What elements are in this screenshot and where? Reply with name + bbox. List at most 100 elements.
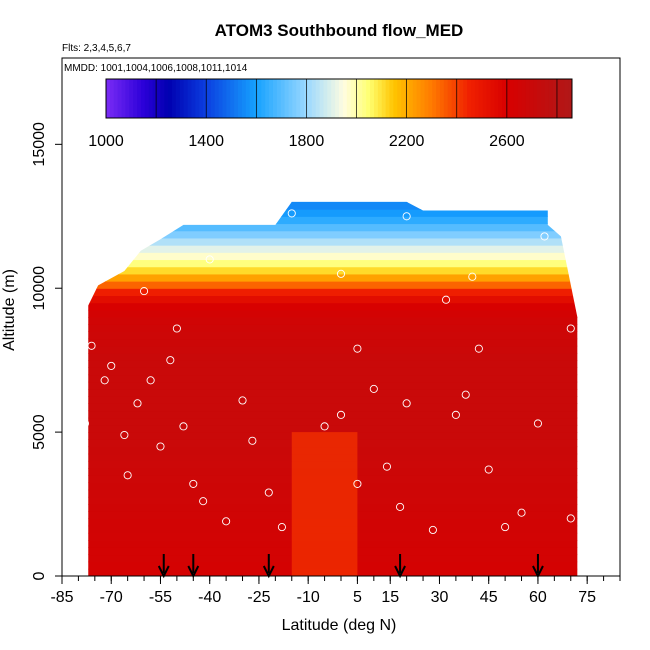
colorbar-frame	[105, 78, 573, 119]
sample-point	[87, 341, 96, 350]
colorbar-segment	[424, 79, 429, 118]
sample-point	[461, 390, 470, 399]
sample-point	[501, 523, 510, 532]
colorbar-segment	[517, 79, 523, 118]
x-axis: -85 -70 -55 -40 -25 -10 5 15 30 45 60 75	[50, 576, 621, 606]
x-tick-label: -10	[297, 589, 320, 606]
colorbar-segment	[175, 79, 181, 118]
colorbar-segment	[428, 79, 433, 118]
colorbar-segment	[568, 79, 573, 118]
colorbar-segment	[486, 79, 491, 118]
heat-band	[88, 331, 578, 340]
sample-point	[517, 508, 526, 517]
colorbar-segment	[401, 79, 406, 118]
colorbar-segment	[288, 79, 293, 118]
colorbar-segment	[319, 79, 324, 118]
colorbar-segment	[560, 79, 565, 118]
colorbar-tick-label: 1400	[188, 133, 224, 150]
heat-band	[88, 388, 578, 397]
sample-point	[100, 376, 109, 385]
colorbar-segment	[234, 79, 239, 118]
heat-band	[88, 252, 578, 261]
colorbar-segment	[385, 79, 390, 118]
heat-band	[88, 309, 578, 318]
y-tick-label: 0	[31, 571, 48, 580]
x-tick-label: -55	[149, 589, 172, 606]
sample-point	[146, 376, 155, 385]
colorbar-segment	[509, 79, 515, 118]
sample-point	[320, 422, 329, 431]
colorbar-segment	[494, 79, 499, 118]
y-tick-label: 15000	[31, 122, 48, 167]
colorbar-segment	[164, 79, 169, 118]
colorbar-segment	[471, 79, 476, 118]
heat-band	[88, 352, 578, 361]
sample-point	[120, 430, 129, 440]
colorbar-segment	[179, 79, 185, 118]
colorbar-segment	[113, 79, 119, 118]
colorbar-segment	[245, 79, 251, 118]
colorbar-segment	[482, 79, 488, 118]
sample-point	[277, 523, 286, 532]
sample-point	[336, 269, 346, 278]
colorbar-segment	[218, 79, 223, 118]
heat-band	[88, 266, 578, 275]
colorbar-segment	[564, 79, 569, 118]
colorbar-segment	[490, 79, 495, 118]
heat-band	[88, 417, 578, 426]
colorbar-segment	[172, 79, 177, 118]
colorbar-segment	[203, 79, 208, 118]
colorbar-segment	[443, 79, 449, 118]
y-tick-label: 5000	[31, 414, 48, 450]
sample-point	[133, 399, 142, 408]
heat-band	[88, 237, 578, 246]
sample-point	[123, 471, 132, 480]
colorbar-segment	[269, 79, 274, 118]
colorbar-segment	[548, 79, 554, 118]
colorbar-segment	[133, 79, 138, 118]
colorbar-segment	[117, 79, 123, 118]
sample-point	[189, 479, 198, 488]
colorbar-segment	[265, 79, 270, 118]
colorbar-segment	[544, 79, 550, 118]
colorbar-segment	[350, 79, 356, 118]
x-tick-label: -70	[100, 589, 123, 606]
x-tick-label: 30	[431, 589, 449, 606]
x-tick-label: 5	[353, 589, 362, 606]
colorbar-segment	[168, 79, 173, 118]
sample-point	[484, 465, 493, 474]
heat-band	[88, 410, 578, 419]
colorbar-segment	[478, 79, 484, 118]
heat-band	[88, 338, 578, 347]
colorbar-segment	[381, 79, 387, 118]
heat-band	[88, 345, 578, 354]
heat-band	[88, 273, 578, 282]
colorbar-segment	[408, 79, 414, 118]
sample-point	[566, 514, 575, 523]
colorbar-segment	[412, 79, 418, 118]
sample-point	[382, 462, 392, 471]
colorbar-segment	[505, 79, 511, 118]
heat-band	[88, 209, 578, 217]
sample-point	[402, 399, 411, 408]
heat-band	[88, 324, 578, 332]
colorbar-segment	[521, 79, 526, 118]
colorbar-segment	[296, 79, 301, 118]
chart-title: ATOM3 Southbound flow_MED	[215, 21, 464, 40]
heat-band	[88, 281, 578, 289]
x-tick-label: 45	[480, 589, 498, 606]
colorbar-segment	[106, 79, 111, 118]
colorbar-segment	[436, 79, 441, 118]
colorbar-segment	[439, 79, 445, 118]
heat-band	[88, 201, 578, 203]
sample-point	[353, 344, 362, 353]
colorbar-segment	[160, 79, 165, 118]
colorbar-segment	[144, 79, 150, 118]
colorbar-segment	[358, 79, 363, 118]
colorbar-segment	[187, 79, 192, 118]
colorbar-segment	[214, 79, 220, 118]
x-axis-label: Latitude (deg N)	[282, 617, 397, 634]
colorbar-segment	[241, 79, 247, 118]
colorbar-segment	[206, 79, 212, 118]
sample-point	[287, 209, 296, 218]
